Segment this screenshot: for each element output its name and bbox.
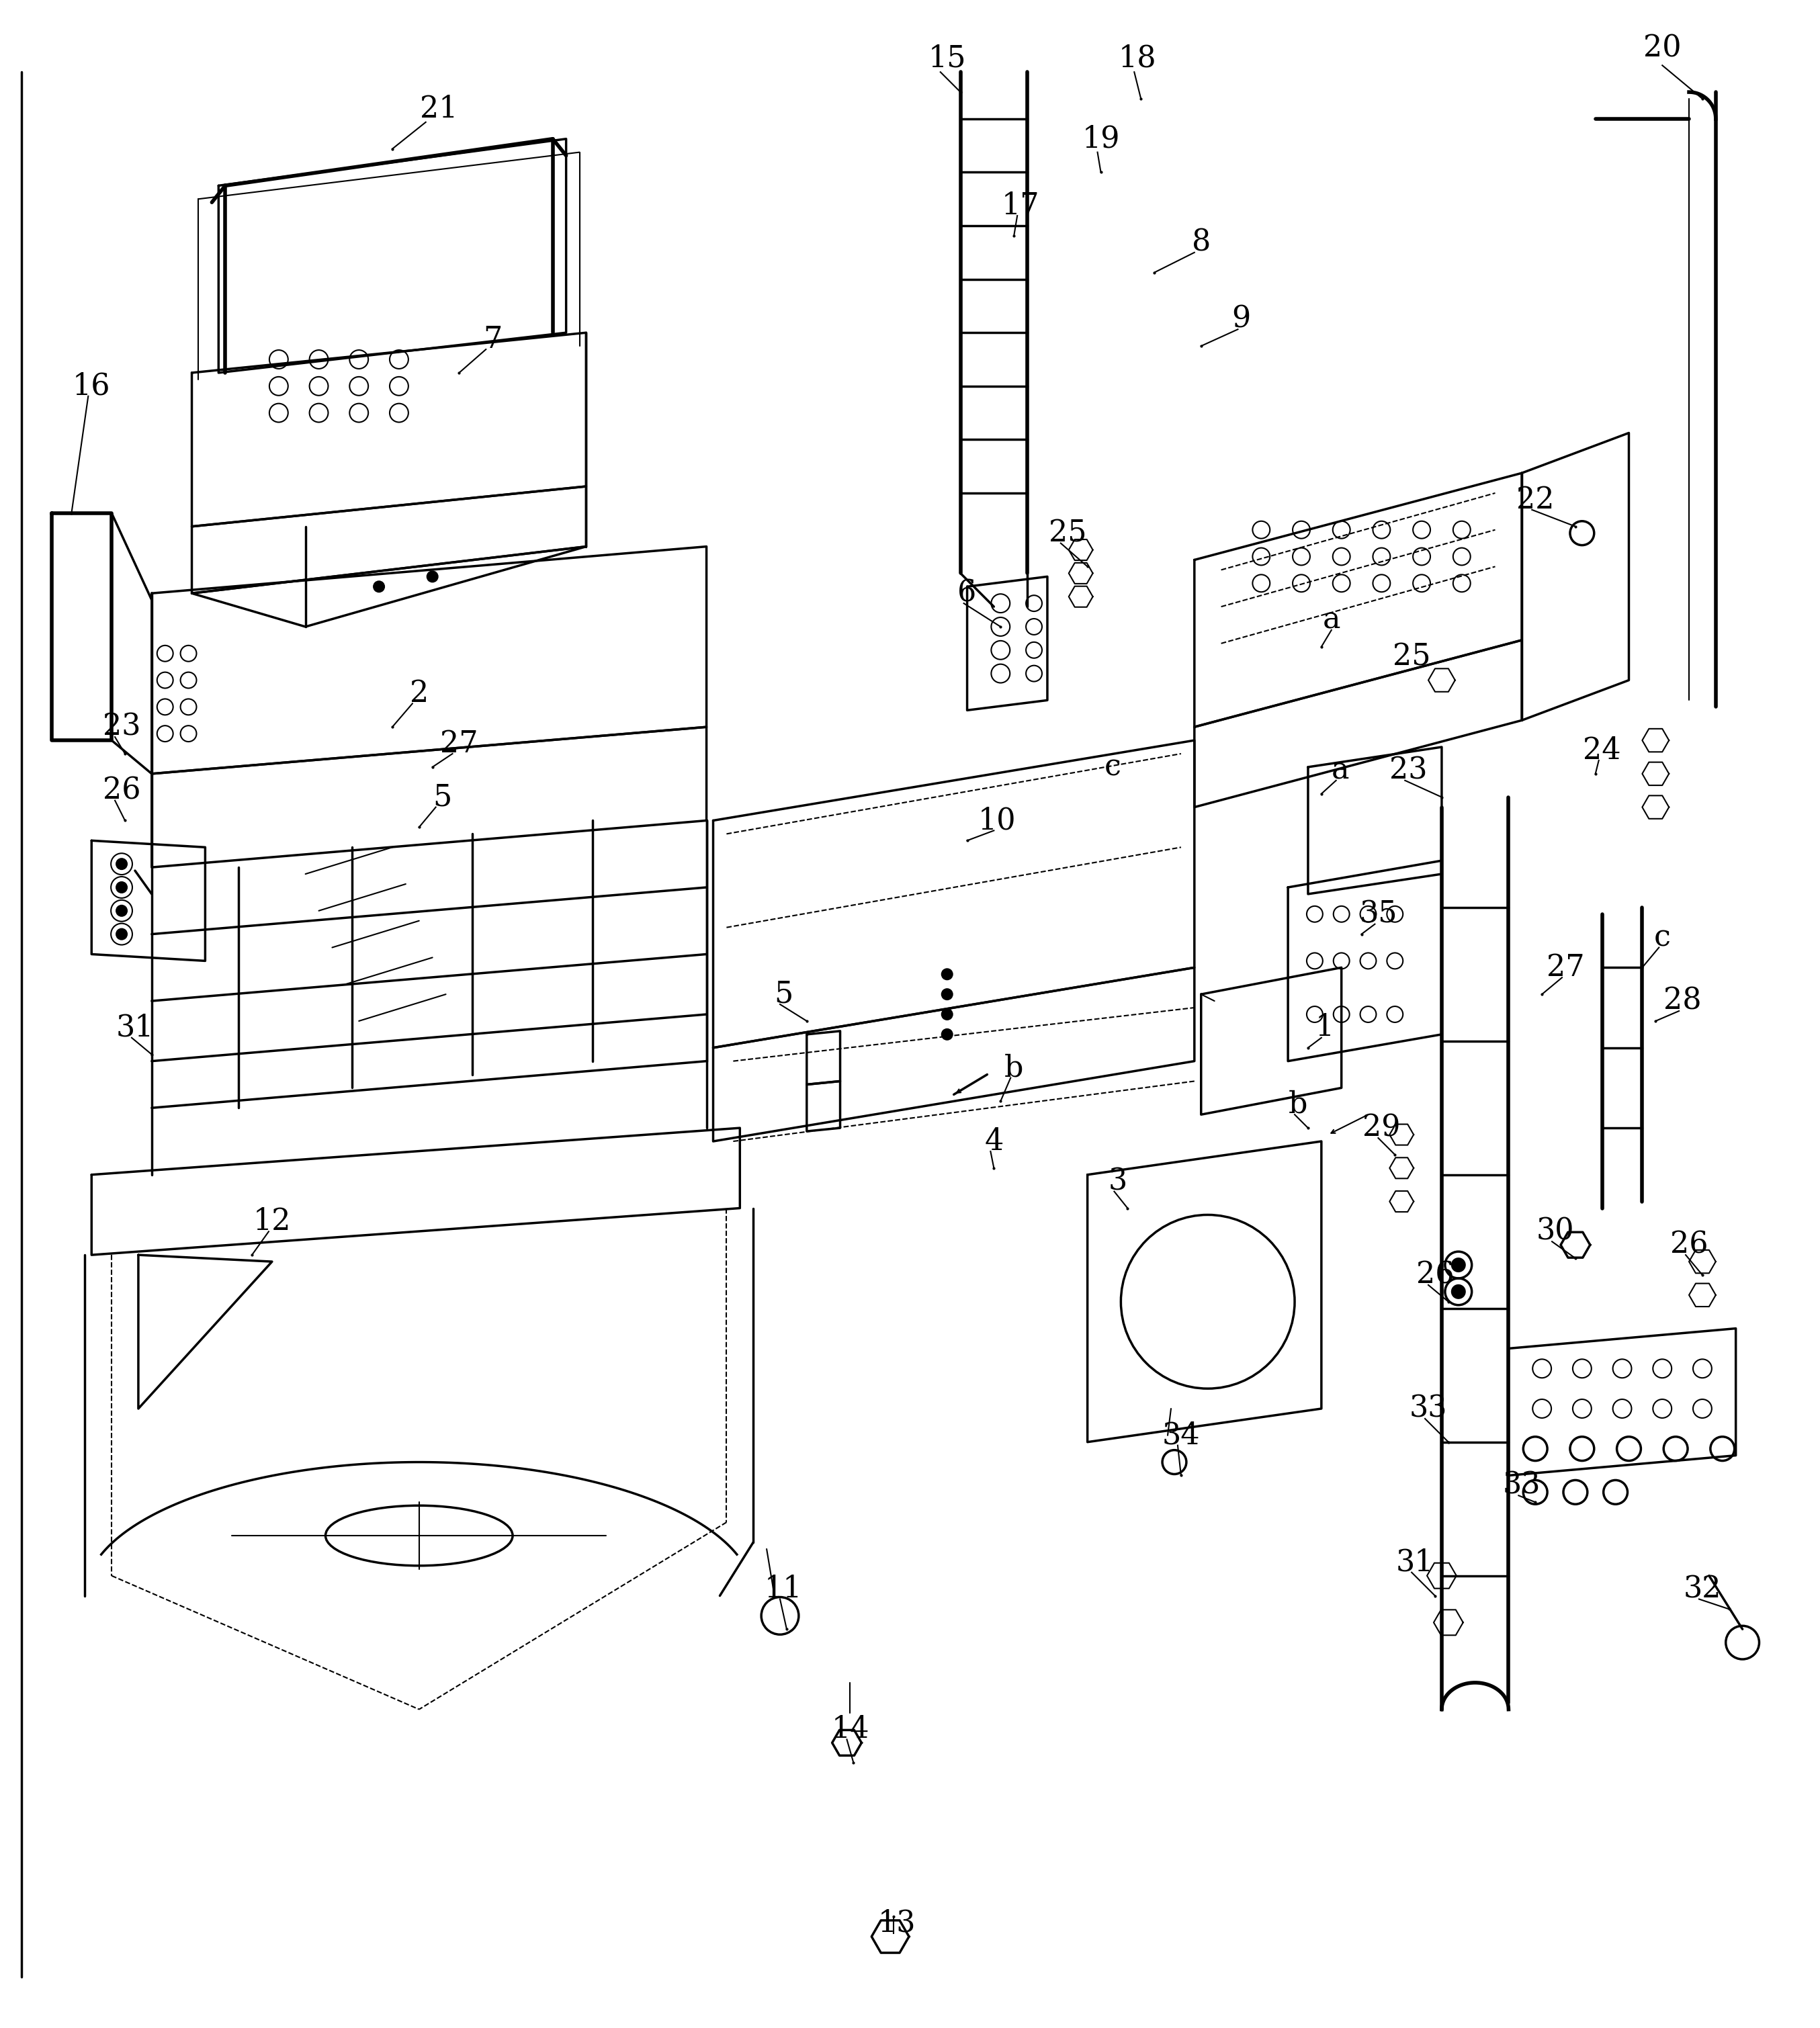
Text: c: c xyxy=(1105,752,1121,781)
Text: 26: 26 xyxy=(1671,1231,1707,1259)
Text: 29: 29 xyxy=(1363,1113,1401,1142)
Text: 16: 16 xyxy=(73,371,111,402)
Circle shape xyxy=(941,1010,952,1020)
Circle shape xyxy=(373,582,384,592)
Circle shape xyxy=(1452,1286,1465,1298)
Text: 17: 17 xyxy=(1001,191,1039,221)
Text: 7: 7 xyxy=(482,324,502,353)
Text: 33: 33 xyxy=(1409,1393,1447,1424)
Circle shape xyxy=(941,969,952,980)
Text: 23: 23 xyxy=(102,712,140,742)
Text: 25: 25 xyxy=(1392,643,1431,671)
Text: 35: 35 xyxy=(1360,900,1398,929)
Text: 24: 24 xyxy=(1583,736,1622,765)
Text: 26: 26 xyxy=(1416,1261,1454,1290)
Text: 31: 31 xyxy=(116,1014,155,1042)
Text: 34: 34 xyxy=(1161,1422,1199,1450)
Text: b: b xyxy=(1289,1091,1307,1119)
Text: 2: 2 xyxy=(410,679,428,708)
Circle shape xyxy=(941,1028,952,1040)
Text: c: c xyxy=(1654,923,1671,951)
Text: 4: 4 xyxy=(985,1128,1003,1156)
Text: 14: 14 xyxy=(832,1716,870,1744)
Text: 27: 27 xyxy=(1547,953,1585,982)
Text: 5: 5 xyxy=(774,980,794,1008)
Text: 27: 27 xyxy=(440,730,479,758)
Text: 13: 13 xyxy=(877,1908,915,1937)
Text: 3: 3 xyxy=(1108,1166,1127,1197)
Text: 9: 9 xyxy=(1232,304,1250,335)
Text: 30: 30 xyxy=(1536,1217,1574,1245)
Text: 33: 33 xyxy=(1503,1470,1542,1501)
Text: 1: 1 xyxy=(1316,1014,1334,1042)
Text: 6: 6 xyxy=(957,578,977,608)
Text: 12: 12 xyxy=(253,1207,291,1235)
Text: 11: 11 xyxy=(764,1574,803,1604)
Text: a: a xyxy=(1330,756,1349,785)
Text: b: b xyxy=(1005,1053,1023,1083)
Text: 23: 23 xyxy=(1389,756,1427,785)
Text: a: a xyxy=(1323,606,1340,635)
Text: 28: 28 xyxy=(1663,986,1702,1016)
Text: 25: 25 xyxy=(1048,519,1087,548)
Circle shape xyxy=(116,882,127,892)
Text: 31: 31 xyxy=(1396,1547,1434,1578)
Circle shape xyxy=(116,858,127,870)
Circle shape xyxy=(116,929,127,939)
Text: 15: 15 xyxy=(928,45,966,73)
Circle shape xyxy=(1452,1257,1465,1272)
Text: 18: 18 xyxy=(1119,45,1156,73)
Text: 19: 19 xyxy=(1081,124,1119,154)
Circle shape xyxy=(116,904,127,917)
Text: 8: 8 xyxy=(1192,227,1210,258)
Text: 5: 5 xyxy=(433,783,451,811)
Circle shape xyxy=(428,572,439,582)
Text: 21: 21 xyxy=(420,93,459,124)
Text: 22: 22 xyxy=(1516,485,1554,515)
Text: 32: 32 xyxy=(1684,1574,1722,1604)
Text: 20: 20 xyxy=(1643,34,1682,63)
Text: 10: 10 xyxy=(977,805,1016,836)
Circle shape xyxy=(941,990,952,1000)
Text: 26: 26 xyxy=(102,777,140,805)
